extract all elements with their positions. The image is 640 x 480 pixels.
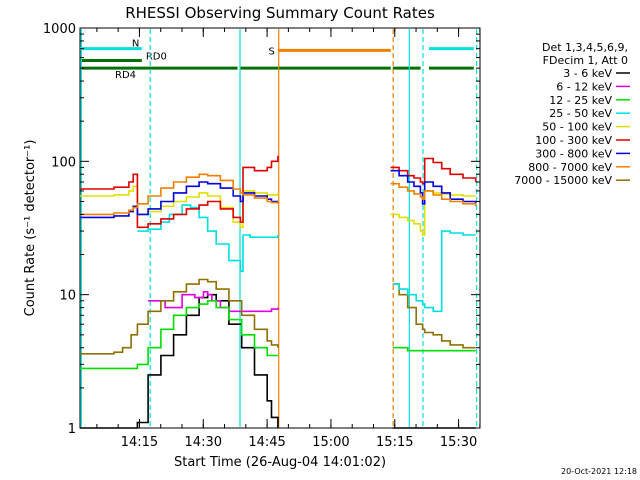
legend-label-300-800-kev: 300 - 800 keV — [535, 147, 612, 160]
y-axis: 1 10 100 1000 — [43, 22, 480, 437]
legend-label-12-25-kev: 12 - 25 keV — [549, 94, 612, 107]
series-line-3-6-kev — [80, 293, 476, 429]
x-tick-label: 15:00 — [312, 435, 349, 450]
series-line-12-25-kev — [80, 300, 476, 370]
legend-label-800-7000-kev: 800 - 7000 keV — [528, 161, 612, 174]
y-tick-label: 100 — [51, 155, 76, 170]
legend-label-25-50-kev: 25 - 50 keV — [549, 107, 612, 120]
state-bar-label-rd0: RD0 — [146, 52, 167, 63]
y-tick-label: 1 — [68, 422, 76, 437]
legend-header-line-2: FDecim 1, Att 0 — [543, 54, 628, 67]
y-tick-label: 10 — [59, 289, 76, 304]
legend-label-50-100-kev: 50 - 100 keV — [542, 121, 612, 134]
legend-label-100-300-kev: 100 - 300 keV — [535, 134, 612, 147]
y-tick-label: 1000 — [43, 22, 76, 37]
x-axis-label: Start Time (26-Aug-04 14:01:02) — [174, 455, 386, 470]
x-tick-label: 15:15 — [376, 435, 413, 450]
series-layer — [80, 155, 477, 429]
series-line-25-50-kev — [137, 204, 476, 313]
x-axis: 14:15 14:30 14:45 15:00 15:15 15:30 — [96, 28, 481, 450]
legend: Det 1,3,4,5,6,9, FDecim 1, Att 0 3 - 6 k… — [514, 41, 630, 187]
series-line-6-12-kev — [148, 291, 279, 313]
legend-header-line-1: Det 1,3,4,5,6,9, — [542, 41, 628, 54]
series-line-100-300-kev — [80, 155, 477, 229]
legend-label-6-12-kev: 6 - 12 keV — [556, 80, 612, 93]
vertical-markers — [80, 29, 478, 427]
x-tick-label: 15:30 — [440, 435, 477, 450]
legend-label-3-6-kev: 3 - 6 keV — [563, 67, 612, 80]
plot-frame — [79, 27, 481, 429]
series-line-300-800-kev — [80, 169, 477, 219]
x-tick-label: 14:15 — [121, 435, 158, 450]
state-bar-label-s: S — [269, 46, 275, 57]
state-bars: N S RD0 RD4 — [80, 39, 474, 81]
state-bar-label-n: N — [132, 39, 139, 50]
series-line-7000-15000-kev — [80, 278, 476, 355]
footer-timestamp: 20-Oct-2021 12:18 — [561, 467, 637, 476]
legend-label-7000-15000-kev: 7000 - 15000 keV — [514, 174, 612, 187]
state-bar-label-rd4: RD4 — [115, 70, 136, 81]
series-line-800-7000-kev — [80, 173, 477, 216]
x-tick-label: 14:45 — [248, 435, 285, 450]
x-tick-label: 14:30 — [185, 435, 222, 450]
y-axis-label: Count Rate (s⁻¹ detector⁻¹) — [23, 140, 38, 317]
chart-title: RHESSI Observing Summary Count Rates — [125, 4, 435, 22]
